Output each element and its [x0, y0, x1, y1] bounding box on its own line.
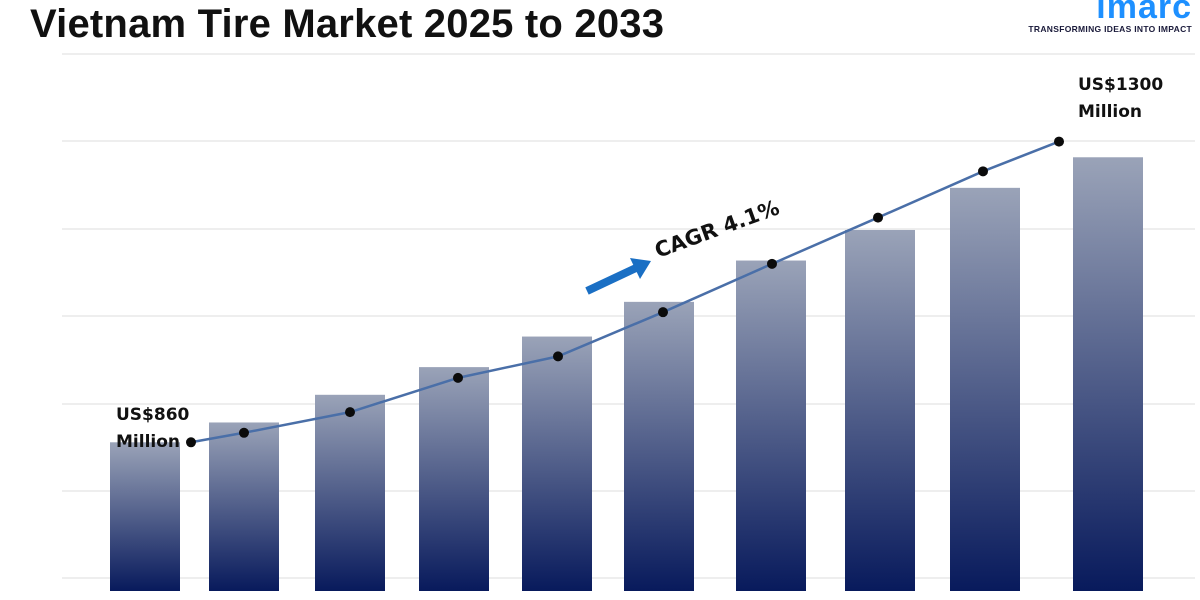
imarc-logo: imarc TRANSFORMING IDEAS INTO IMPACT: [1028, 0, 1200, 40]
bar: [209, 422, 279, 591]
logo-wordmark: imarc: [1096, 0, 1192, 26]
bar: [419, 367, 489, 591]
end-unit-label: Million: [1078, 102, 1142, 122]
bar: [1073, 157, 1143, 591]
trend-point: [767, 258, 777, 269]
trend-point: [453, 372, 463, 383]
bar: [522, 336, 592, 591]
bar: [736, 260, 806, 591]
trend-point: [345, 407, 355, 418]
bar: [315, 394, 385, 591]
cagr-arrow-icon: [585, 258, 651, 295]
trend-point: [553, 351, 563, 362]
trend-point: [978, 166, 988, 177]
bar: [624, 301, 694, 591]
trend-point: [873, 212, 883, 223]
trend-point: [186, 437, 196, 448]
logo-tagline: TRANSFORMING IDEAS INTO IMPACT: [1028, 24, 1192, 34]
trend-line: [186, 136, 1064, 448]
bars: [110, 157, 1143, 592]
end-value-label: US$1300: [1078, 75, 1163, 95]
page-title: Vietnam Tire Market 2025 to 2033: [30, 2, 665, 46]
bar: [845, 229, 915, 591]
bar: [950, 187, 1020, 592]
bar: [110, 442, 180, 591]
trend-point: [239, 427, 249, 438]
trend-point: [658, 307, 668, 318]
trend-polyline: [190, 140, 1060, 444]
start-unit-label: Million: [116, 432, 180, 452]
trend-point: [1054, 136, 1064, 147]
start-value-label: US$860: [116, 405, 190, 425]
